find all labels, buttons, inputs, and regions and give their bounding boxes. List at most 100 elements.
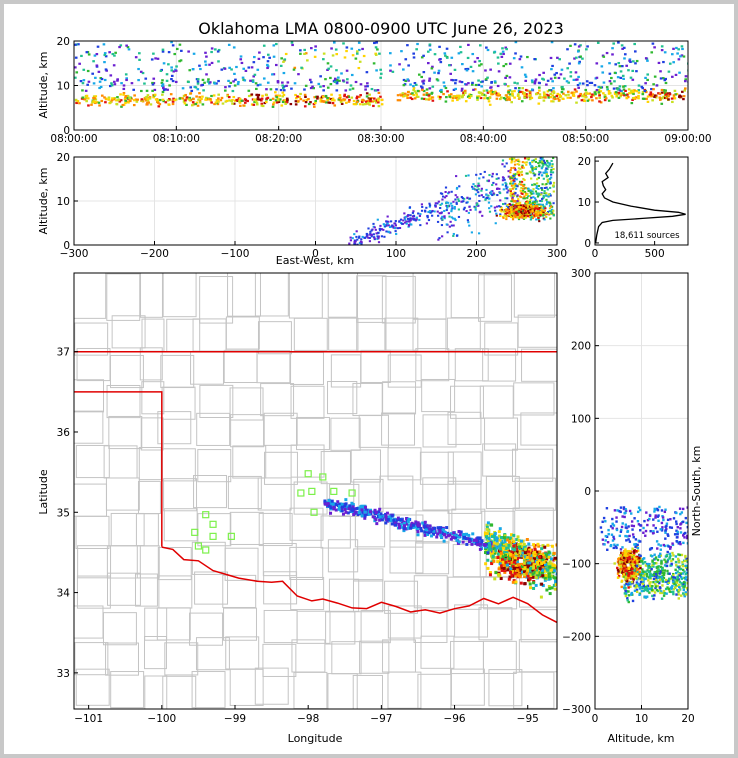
density-cell bbox=[386, 519, 390, 523]
county-cell bbox=[356, 275, 387, 323]
density-cell bbox=[540, 547, 544, 551]
density-cell bbox=[459, 530, 463, 534]
density-cell bbox=[438, 530, 442, 534]
density-cell bbox=[654, 586, 657, 590]
density-cell bbox=[444, 535, 448, 539]
density-cell bbox=[188, 69, 192, 72]
density-cell bbox=[215, 82, 218, 85]
county-cell bbox=[74, 483, 108, 517]
density-cell bbox=[562, 97, 565, 101]
density-cell bbox=[319, 85, 322, 88]
density-cell bbox=[580, 99, 584, 102]
density-cell bbox=[658, 92, 662, 96]
density-cell bbox=[379, 72, 383, 75]
density-cell bbox=[300, 66, 303, 69]
density-cell bbox=[290, 41, 294, 44]
density-cell bbox=[641, 568, 644, 571]
density-cell bbox=[444, 54, 447, 57]
density-cell bbox=[518, 212, 522, 215]
density-cell bbox=[574, 71, 578, 74]
density-cell bbox=[545, 203, 548, 206]
density-cell bbox=[670, 590, 673, 594]
density-cell bbox=[560, 91, 564, 94]
density-cell bbox=[116, 79, 119, 82]
density-cell bbox=[423, 520, 427, 524]
density-cell bbox=[115, 103, 119, 106]
density-cell bbox=[494, 536, 498, 540]
density-cell bbox=[443, 196, 447, 199]
density-cell bbox=[520, 173, 524, 176]
density-cell bbox=[533, 80, 537, 83]
density-cell bbox=[433, 526, 437, 530]
density-cell bbox=[574, 78, 578, 81]
density-cell bbox=[228, 66, 231, 69]
density-cell bbox=[460, 200, 463, 203]
county-cell bbox=[229, 387, 264, 421]
density-cell bbox=[668, 62, 672, 65]
density-cell bbox=[402, 529, 406, 533]
density-cell bbox=[579, 92, 582, 96]
density-cell bbox=[375, 522, 379, 526]
density-cell bbox=[633, 42, 636, 46]
county-cell bbox=[417, 673, 452, 709]
density-cell bbox=[266, 60, 270, 63]
density-cell bbox=[530, 559, 534, 563]
density-cell bbox=[374, 89, 378, 92]
density-cell bbox=[86, 69, 90, 73]
county-cell bbox=[415, 541, 450, 575]
density-cell bbox=[236, 82, 240, 86]
density-cell bbox=[519, 206, 522, 209]
density-cell bbox=[609, 525, 613, 528]
density-cell bbox=[673, 89, 677, 92]
density-cell bbox=[538, 89, 541, 92]
county-cell bbox=[160, 354, 195, 389]
density-cell bbox=[623, 53, 627, 56]
density-cell bbox=[627, 600, 630, 604]
density-cell bbox=[513, 204, 517, 207]
density-cell bbox=[79, 80, 83, 83]
county-cell bbox=[352, 382, 383, 417]
density-cell bbox=[411, 523, 415, 527]
density-cell bbox=[507, 89, 510, 92]
density-cell bbox=[336, 500, 340, 504]
density-cell bbox=[97, 70, 101, 73]
density-cell bbox=[646, 59, 649, 62]
density-cell bbox=[490, 205, 493, 208]
density-cell bbox=[346, 511, 350, 515]
density-cell bbox=[511, 570, 515, 574]
density-cell bbox=[550, 586, 554, 590]
density-cell bbox=[550, 173, 553, 176]
density-cell bbox=[646, 100, 650, 103]
density-cell bbox=[521, 214, 524, 217]
density-cell bbox=[476, 540, 480, 544]
density-cell bbox=[633, 552, 636, 555]
density-cell bbox=[531, 88, 534, 91]
density-cell bbox=[538, 164, 541, 167]
density-cell bbox=[549, 77, 553, 80]
density-cell bbox=[467, 221, 470, 224]
density-cell bbox=[360, 508, 364, 512]
density-cell bbox=[550, 208, 554, 211]
density-cell bbox=[187, 50, 190, 53]
density-cell bbox=[659, 544, 663, 547]
density-cell bbox=[622, 46, 626, 49]
density-cell bbox=[542, 213, 545, 216]
density-cell bbox=[585, 80, 589, 83]
density-cell bbox=[326, 502, 330, 506]
density-cell bbox=[369, 233, 372, 236]
density-cell bbox=[646, 95, 650, 98]
density-cell bbox=[512, 166, 516, 169]
density-cell bbox=[401, 92, 405, 95]
density-cell bbox=[409, 219, 412, 222]
county-cell bbox=[74, 642, 109, 676]
density-cell bbox=[672, 94, 676, 97]
density-cell bbox=[423, 97, 426, 101]
density-cell bbox=[679, 527, 682, 530]
density-cell bbox=[468, 197, 472, 200]
density-cell bbox=[493, 538, 497, 542]
density-cell bbox=[266, 81, 270, 84]
density-cell bbox=[538, 73, 541, 77]
density-cell bbox=[467, 211, 471, 214]
density-cell bbox=[170, 78, 173, 81]
